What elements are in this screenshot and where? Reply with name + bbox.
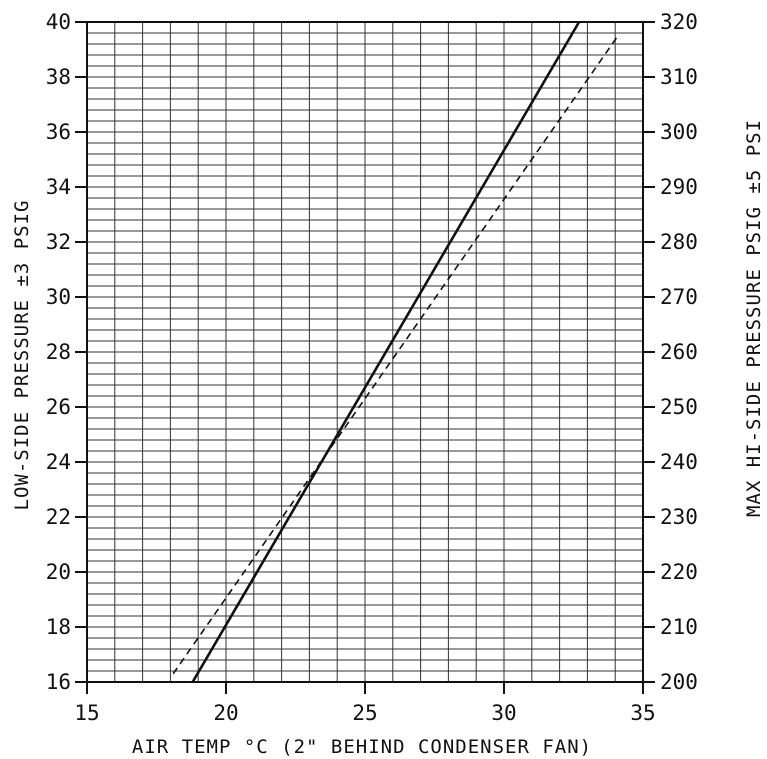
y2-tick-label: 300 [660,120,698,144]
dashed-series-line [172,35,619,675]
axes [75,21,655,694]
x-tick-label: 25 [352,701,377,725]
x-tick-label: 30 [491,701,516,725]
y-tick-label: 34 [46,175,71,199]
series-lines [172,21,619,683]
y2-tick-label: 220 [660,560,698,584]
y2-tick-label: 280 [660,230,698,254]
y2-tick-label: 210 [660,615,698,639]
y2-tick-label: 200 [660,670,698,694]
tick-labels: 16 18 20 22 24 26 28 30 32 34 36 38 40 200 210 220 230 24… [46,10,698,725]
y-tick-label: 36 [46,120,71,144]
y2-tick-label: 260 [660,340,698,364]
y2-tick-label: 240 [660,450,698,474]
y2-tick-label: 290 [660,175,698,199]
x-axis-title: AIR TEMP °C (2" BEHIND CONDENSER FAN) [132,736,592,758]
y-tick-label: 28 [46,340,71,364]
x-tick-label: 35 [630,701,655,725]
y2-tick-label: 230 [660,505,698,529]
grid [87,22,643,682]
y-tick-label: 40 [46,10,71,34]
x-tick-label: 20 [213,701,238,725]
y2-tick-label: 320 [660,10,698,34]
x-tick-label: 15 [74,701,99,725]
y2-tick-label: 270 [660,285,698,309]
y-tick-label: 38 [46,65,71,89]
left-y-axis-title: LOW-SIDE PRESSURE ±3 PSIG [11,200,33,511]
right-y-axis-title: MAX HI-SIDE PRESSURE PSIG ±5 PSI [743,119,765,517]
y-tick-label: 20 [46,560,71,584]
y-tick-label: 16 [46,670,71,694]
y-tick-label: 32 [46,230,71,254]
y-tick-label: 26 [46,395,71,419]
y2-tick-label: 250 [660,395,698,419]
solid-series-line [191,21,581,683]
y-tick-label: 30 [46,285,71,309]
y2-tick-label: 310 [660,65,698,89]
y-tick-label: 22 [46,505,71,529]
y-tick-label: 24 [46,450,71,474]
y-tick-label: 18 [46,615,71,639]
